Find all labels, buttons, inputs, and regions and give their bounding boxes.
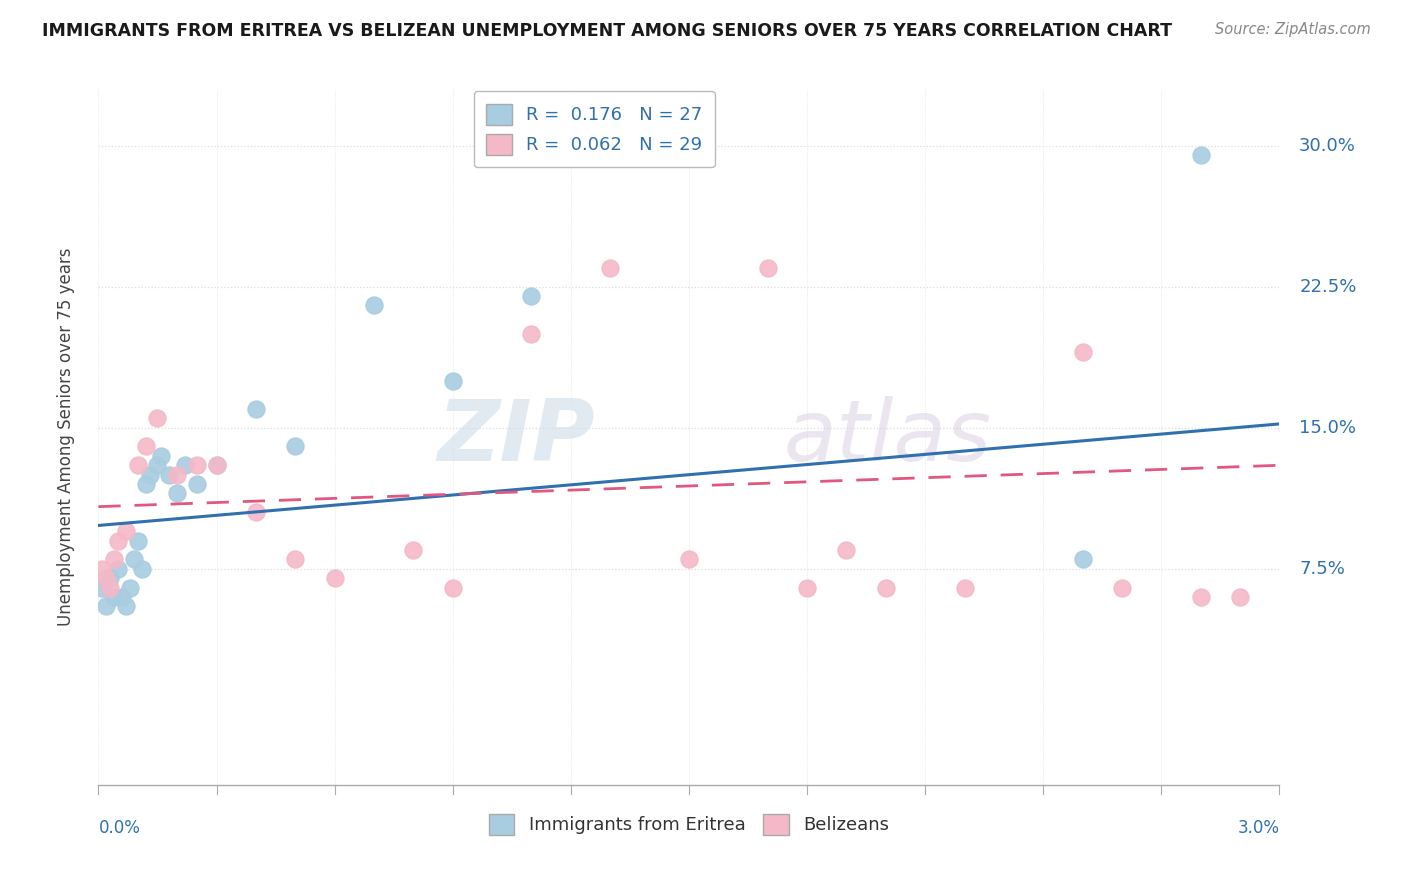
Point [796, 581, 818, 595]
Point [245, 505, 267, 519]
Point [111, 590, 134, 604]
Point [1189, 590, 1212, 604]
Point [1071, 552, 1094, 566]
Point [96, 599, 118, 614]
Text: Source: ZipAtlas.com: Source: ZipAtlas.com [1215, 22, 1371, 37]
Point [186, 477, 208, 491]
Point [245, 401, 267, 416]
Point [174, 458, 197, 473]
Point [1111, 581, 1133, 595]
Text: atlas: atlas [783, 395, 991, 479]
Point [441, 581, 464, 595]
Point [186, 458, 208, 473]
Text: 7.5%: 7.5% [1299, 559, 1346, 578]
Point [91, 581, 114, 595]
Point [122, 552, 145, 566]
Point [1229, 590, 1251, 604]
Point [166, 486, 188, 500]
Point [107, 533, 129, 548]
Point [96, 571, 118, 585]
Point [135, 440, 157, 454]
Point [402, 542, 425, 557]
Point [678, 552, 700, 566]
Point [441, 374, 464, 388]
Text: ZIP: ZIP [437, 395, 595, 479]
Point [115, 599, 138, 614]
Point [205, 458, 228, 473]
Point [520, 289, 543, 303]
Text: 22.5%: 22.5% [1299, 277, 1357, 295]
Legend: Immigrants from Eritrea, Belizeans: Immigrants from Eritrea, Belizeans [478, 803, 900, 846]
Point [953, 581, 976, 595]
Point [103, 552, 125, 566]
Point [756, 260, 779, 275]
Point [146, 458, 169, 473]
Point [284, 440, 307, 454]
Point [135, 477, 157, 491]
Point [520, 326, 543, 341]
Point [98, 581, 121, 595]
Point [98, 571, 121, 585]
Point [127, 533, 149, 548]
Text: IMMIGRANTS FROM ERITREA VS BELIZEAN UNEMPLOYMENT AMONG SENIORS OVER 75 YEARS COR: IMMIGRANTS FROM ERITREA VS BELIZEAN UNEM… [42, 22, 1173, 40]
Point [599, 260, 621, 275]
Point [1071, 345, 1094, 359]
Point [284, 552, 307, 566]
Text: 30.0%: 30.0% [1299, 136, 1355, 154]
Point [138, 467, 160, 482]
Point [146, 411, 169, 425]
Point [107, 562, 129, 576]
Point [150, 449, 173, 463]
Point [115, 524, 138, 538]
Point [875, 581, 897, 595]
Point [835, 542, 858, 557]
Point [127, 458, 149, 473]
Point [91, 562, 114, 576]
Text: 15.0%: 15.0% [1299, 418, 1357, 437]
Text: 0.0%: 0.0% [98, 819, 141, 837]
Point [1189, 148, 1212, 162]
Point [205, 458, 228, 473]
Text: 3.0%: 3.0% [1237, 819, 1279, 837]
Point [166, 467, 188, 482]
Point [157, 467, 180, 482]
Point [363, 298, 385, 312]
Point [323, 571, 346, 585]
Y-axis label: Unemployment Among Seniors over 75 years: Unemployment Among Seniors over 75 years [56, 248, 75, 626]
Point [131, 562, 153, 576]
Point [118, 581, 141, 595]
Point [103, 590, 125, 604]
